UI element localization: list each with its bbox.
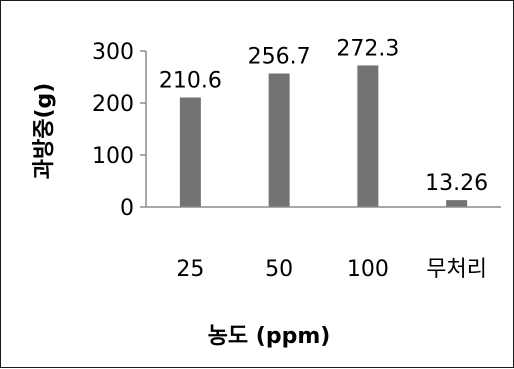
data-labels: 210.6 256.7 272.3 13.26 [159,36,488,196]
data-label: 210.6 [159,68,222,93]
x-tick-label: 50 [265,257,293,282]
x-axis-title: 농도 (ppm) [208,324,331,349]
y-tick-label: 300 [92,40,134,65]
x-tick-label: 100 [347,257,389,282]
x-tick-label: 무처리 [426,257,487,282]
bar [268,73,290,208]
x-axis: 25 50 100 무처리 [146,206,501,282]
y-tick-label: 0 [120,196,134,221]
y-axis: 0 100 200 300 [92,40,147,221]
data-label: 256.7 [248,45,311,70]
bars [179,65,468,208]
y-axis-title: 과방중(g) [32,83,57,180]
y-tick-label: 200 [92,92,134,117]
bar [179,97,201,207]
bar [357,65,379,208]
data-label: 272.3 [336,36,399,61]
data-label: 13.26 [425,171,488,196]
y-tick-label: 100 [92,144,134,169]
x-tick-label: 25 [176,257,204,282]
bar [446,200,468,207]
